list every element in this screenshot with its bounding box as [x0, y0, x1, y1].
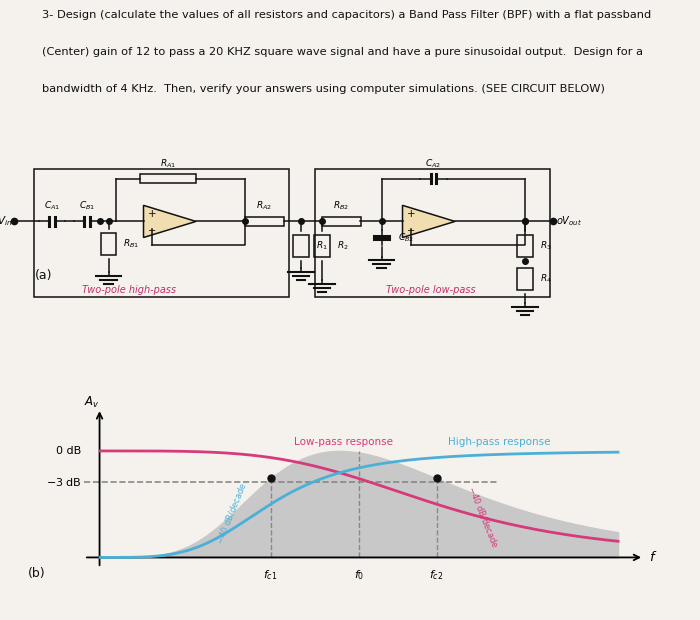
Bar	[314, 235, 330, 257]
Bar	[517, 268, 533, 290]
Text: +: +	[148, 209, 156, 219]
Text: 3- Design (calculate the values of all resistors and capacitors) a Band Pass Fil: 3- Design (calculate the values of all r…	[42, 10, 651, 20]
Bar	[322, 217, 360, 226]
Polygon shape	[402, 205, 455, 237]
Text: $R_3$: $R_3$	[540, 239, 552, 252]
Text: (Center) gain of 12 to pass a 20 KHZ square wave signal and have a pure sinusoid: (Center) gain of 12 to pass a 20 KHZ squ…	[42, 47, 643, 57]
Text: $V_{in}$: $V_{in}$	[0, 215, 13, 228]
Text: $-$: $-$	[147, 224, 157, 234]
Text: $R_{A2}$: $R_{A2}$	[256, 200, 272, 213]
Text: $R_{B2}$: $R_{B2}$	[333, 200, 349, 213]
Text: $C_{B1}$: $C_{B1}$	[78, 200, 95, 213]
Text: Low-pass response: Low-pass response	[294, 436, 393, 446]
Text: $R_{A1}$: $R_{A1}$	[160, 157, 176, 170]
Text: 0 dB: 0 dB	[56, 446, 81, 456]
Text: $R_4$: $R_4$	[540, 273, 552, 285]
Text: $C_{B2}$: $C_{B2}$	[398, 231, 414, 244]
Text: $-40$ dB/decade: $-40$ dB/decade	[214, 480, 249, 546]
Text: $-40$ dB/decade: $-40$ dB/decade	[466, 484, 500, 550]
Text: $C_{A1}$: $C_{A1}$	[44, 200, 60, 213]
Text: $R_2$: $R_2$	[337, 239, 349, 252]
Text: $-$: $-$	[406, 224, 416, 234]
Text: $C_{A2}$: $C_{A2}$	[426, 157, 441, 170]
Text: (b): (b)	[28, 567, 46, 580]
Text: $f_{c1}$: $f_{c1}$	[263, 568, 278, 582]
Bar	[517, 235, 533, 257]
Text: bandwidth of 4 KHz.  Then, verify your answers using computer simulations. (SEE : bandwidth of 4 KHz. Then, verify your an…	[42, 84, 605, 94]
Text: (a): (a)	[35, 269, 52, 282]
Text: $R_1$: $R_1$	[316, 239, 328, 252]
Text: $f_{c2}$: $f_{c2}$	[429, 568, 444, 582]
Bar	[293, 235, 309, 257]
Text: +: +	[407, 209, 415, 219]
Text: $f$: $f$	[649, 551, 657, 564]
Text: High-pass response: High-pass response	[447, 436, 550, 446]
Text: Two-pole high-pass: Two-pole high-pass	[83, 285, 176, 294]
Polygon shape	[144, 205, 196, 237]
Bar	[245, 217, 284, 226]
Text: $R_{B1}$: $R_{B1}$	[123, 237, 139, 250]
Bar	[140, 174, 196, 183]
Text: Two-pole low-pass: Two-pole low-pass	[386, 285, 475, 294]
Text: $A_v$: $A_v$	[84, 396, 99, 410]
Text: o$V_{out}$: o$V_{out}$	[556, 215, 582, 228]
Text: $-3$ dB: $-3$ dB	[46, 476, 81, 488]
Text: $f_0$: $f_0$	[354, 568, 364, 582]
Bar	[101, 233, 116, 255]
